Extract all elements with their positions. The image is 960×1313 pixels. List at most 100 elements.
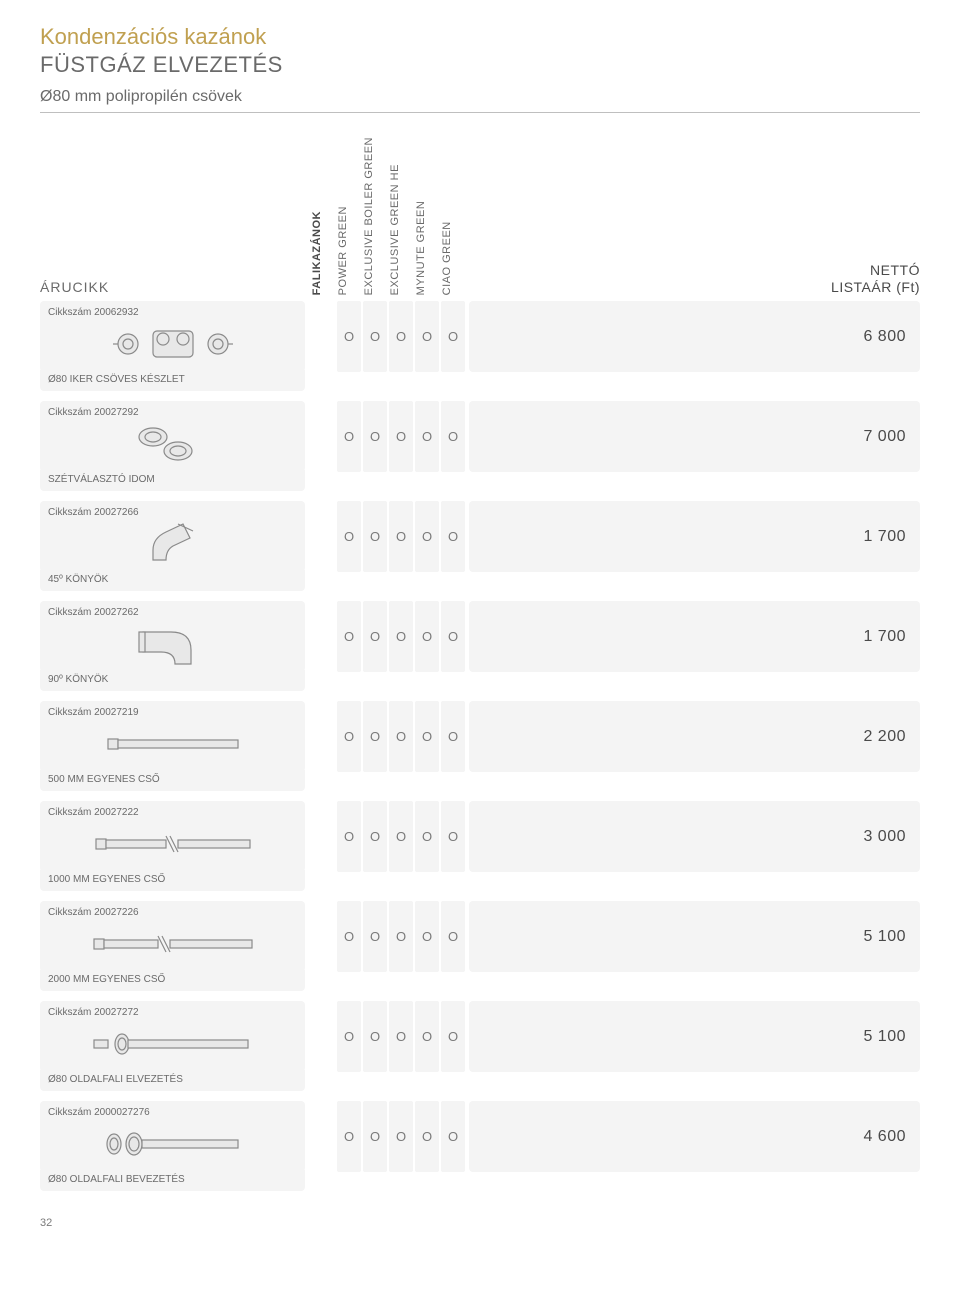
mark-cell: O xyxy=(389,401,413,472)
item-left-panel: Cikkszám 20027226 xyxy=(40,901,305,972)
catalog-item: Cikkszám 20027266 OOOOO1 70045º KÖNYÖK xyxy=(40,501,920,591)
item-code: Cikkszám 20027292 xyxy=(48,407,297,418)
mark-cell: O xyxy=(363,1001,387,1072)
mark-cell: O xyxy=(441,501,465,572)
mark-cell xyxy=(311,501,335,572)
catalog-item: Cikkszám 20027226 OOOOO5 1002000 MM EGYE… xyxy=(40,901,920,991)
item-left-panel: Cikkszám 20062932 xyxy=(40,301,305,372)
mark-cell: O xyxy=(337,701,361,772)
item-price: 5 100 xyxy=(469,1001,920,1072)
compatibility-marks: OOOOO xyxy=(311,401,465,472)
item-illustration xyxy=(48,420,297,468)
mark-cell: O xyxy=(441,601,465,672)
mark-cell: O xyxy=(337,401,361,472)
item-code: Cikkszám 20062932 xyxy=(48,307,297,318)
mark-cell: O xyxy=(389,1101,413,1172)
mark-cell: O xyxy=(363,701,387,772)
item-code: Cikkszám 20027219 xyxy=(48,707,297,718)
page-number: 32 xyxy=(40,1217,920,1229)
item-code: Cikkszám 20027262 xyxy=(48,607,297,618)
mark-cell: O xyxy=(337,1101,361,1172)
mark-cell: O xyxy=(363,1101,387,1172)
mark-cell: O xyxy=(415,1001,439,1072)
mark-cell: O xyxy=(441,1101,465,1172)
item-illustration xyxy=(48,920,297,968)
item-price: 2 200 xyxy=(469,701,920,772)
mark-cell: O xyxy=(363,901,387,972)
mark-cell: O xyxy=(337,1001,361,1072)
mark-cell: O xyxy=(389,601,413,672)
column-header: FALIKAZÁNOK xyxy=(311,135,335,295)
mark-cell: O xyxy=(415,801,439,872)
compatibility-marks: OOOOO xyxy=(311,1101,465,1172)
price-header-line1: NETTÓ xyxy=(831,262,920,279)
mark-cell: O xyxy=(337,801,361,872)
mark-cell xyxy=(311,1001,335,1072)
mark-cell: O xyxy=(441,701,465,772)
item-code: Cikkszám 20027222 xyxy=(48,807,297,818)
mark-cell: O xyxy=(337,501,361,572)
item-illustration xyxy=(48,320,297,368)
catalog-item: Cikkszám 20027222 OOOOO3 0001000 MM EGYE… xyxy=(40,801,920,891)
item-code: Cikkszám 20027266 xyxy=(48,507,297,518)
column-headers: FALIKAZÁNOKPOWER GREENEXCLUSIVE BOILER G… xyxy=(311,135,465,295)
page-title-2: FÜSTGÁZ ELVEZETÉS xyxy=(40,52,920,78)
catalog-item: Cikkszám 20062932 OOOOO6 800Ø80 IKER CSÖ… xyxy=(40,301,920,391)
mark-cell xyxy=(311,701,335,772)
mark-cell: O xyxy=(415,701,439,772)
item-price: 7 000 xyxy=(469,401,920,472)
item-left-panel: Cikkszám 20027262 xyxy=(40,601,305,672)
mark-cell: O xyxy=(389,701,413,772)
mark-cell: O xyxy=(363,601,387,672)
column-header: EXCLUSIVE GREEN HE xyxy=(389,135,413,295)
item-description: Ø80 OLDALFALI ELVEZETÉS xyxy=(40,1070,305,1091)
item-illustration xyxy=(48,1020,297,1068)
item-left-panel: Cikkszám 20027222 xyxy=(40,801,305,872)
item-illustration xyxy=(48,1120,297,1168)
mark-cell: O xyxy=(363,401,387,472)
mark-cell: O xyxy=(415,401,439,472)
mark-cell: O xyxy=(363,801,387,872)
catalog-item: Cikkszám 20027219 OOOOO2 200500 MM EGYEN… xyxy=(40,701,920,791)
price-header-line2: LISTAÁR (Ft) xyxy=(831,279,920,296)
page-title-1: Kondenzációs kazánok xyxy=(40,24,920,50)
mark-cell: O xyxy=(337,301,361,372)
mark-cell: O xyxy=(415,501,439,572)
column-header: POWER GREEN xyxy=(337,135,361,295)
item-price: 1 700 xyxy=(469,501,920,572)
mark-cell: O xyxy=(389,1001,413,1072)
column-header: CIAO GREEN xyxy=(441,135,465,295)
mark-cell xyxy=(311,801,335,872)
mark-cell xyxy=(311,901,335,972)
item-code: Cikkszám 20027272 xyxy=(48,1007,297,1018)
item-left-panel: Cikkszám 20027272 xyxy=(40,1001,305,1072)
item-illustration xyxy=(48,620,297,668)
mark-cell: O xyxy=(337,601,361,672)
mark-cell: O xyxy=(389,801,413,872)
item-description: 90º KÖNYÖK xyxy=(40,670,305,691)
mark-cell: O xyxy=(441,801,465,872)
mark-cell: O xyxy=(441,401,465,472)
mark-cell: O xyxy=(415,901,439,972)
item-left-panel: Cikkszám 2000027276 xyxy=(40,1101,305,1172)
item-illustration xyxy=(48,720,297,768)
mark-cell xyxy=(311,401,335,472)
mark-cell: O xyxy=(415,301,439,372)
catalog-item: Cikkszám 20027262 OOOOO1 70090º KÖNYÖK xyxy=(40,601,920,691)
item-left-panel: Cikkszám 20027266 xyxy=(40,501,305,572)
mark-cell: O xyxy=(415,601,439,672)
mark-cell xyxy=(311,1101,335,1172)
column-header: EXCLUSIVE BOILER GREEN xyxy=(363,135,387,295)
item-price: 3 000 xyxy=(469,801,920,872)
mark-cell: O xyxy=(389,301,413,372)
compatibility-marks: OOOOO xyxy=(311,501,465,572)
item-code: Cikkszám 2000027276 xyxy=(48,1107,297,1118)
mark-cell: O xyxy=(441,1001,465,1072)
mark-cell: O xyxy=(389,901,413,972)
price-header: NETTÓ LISTAÁR (Ft) xyxy=(831,262,920,296)
item-illustration xyxy=(48,520,297,568)
item-description: Ø80 IKER CSÖVES KÉSZLET xyxy=(40,370,305,391)
mark-cell: O xyxy=(363,301,387,372)
item-description: 1000 MM EGYENES CSŐ xyxy=(40,870,305,891)
item-illustration xyxy=(48,820,297,868)
